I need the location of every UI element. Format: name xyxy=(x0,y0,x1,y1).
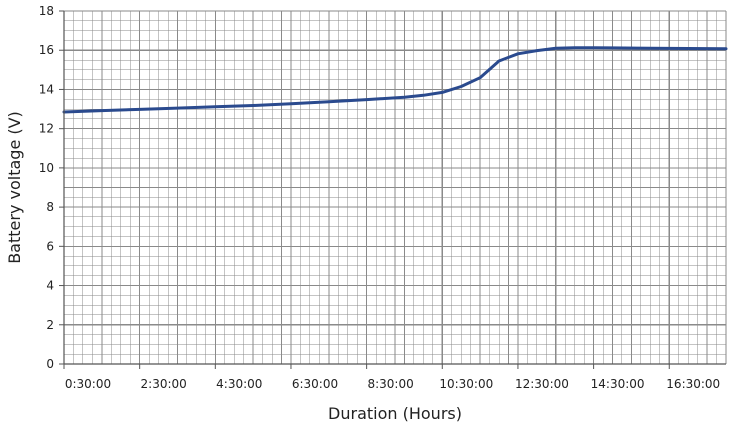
x-tick-label: 12:30:00 xyxy=(515,377,569,391)
y-tick-label: 8 xyxy=(46,200,54,214)
y-tick-labels: 0 2 4 6 8 10 12 14 16 18 xyxy=(39,4,54,371)
series-point xyxy=(725,47,727,50)
series-point xyxy=(252,104,254,107)
series-point xyxy=(101,109,103,112)
y-tick-label: 4 xyxy=(46,279,54,293)
series-point xyxy=(592,46,595,49)
x-axis-title: Duration (Hours) xyxy=(328,404,462,423)
x-tick-label: 16:30:00 xyxy=(666,377,720,391)
x-tick-labels: 0:30:00 2:30:00 4:30:00 6:30:00 8:30:00 10:30… xyxy=(65,377,720,391)
y-tick-label: 0 xyxy=(46,357,54,371)
series-point xyxy=(687,47,689,50)
series-point xyxy=(479,76,481,79)
y-tick-label: 2 xyxy=(46,318,54,332)
series-point xyxy=(214,105,217,108)
series-point xyxy=(649,47,652,50)
series-point xyxy=(441,91,444,94)
series-point xyxy=(573,46,576,49)
y-tick-label: 14 xyxy=(39,82,54,96)
series-point xyxy=(536,49,538,52)
x-tick-label: 4:30:00 xyxy=(216,377,262,391)
y-tick-label: 18 xyxy=(39,4,54,18)
series-point xyxy=(422,94,425,97)
series-point xyxy=(138,108,141,111)
axes xyxy=(59,10,726,369)
minor-gridlines xyxy=(64,11,727,364)
y-tick-label: 16 xyxy=(39,43,54,57)
series-point xyxy=(498,60,500,62)
series-point xyxy=(460,85,463,88)
series-point xyxy=(328,100,330,103)
series-line-0 xyxy=(62,46,728,114)
x-tick-label: 2:30:00 xyxy=(141,377,187,391)
series-point xyxy=(176,107,179,109)
series-point xyxy=(290,102,292,105)
series-point xyxy=(554,47,557,50)
series-point xyxy=(365,98,368,101)
y-axis-title: Battery voltage (V) xyxy=(5,111,24,264)
y-tick-label: 10 xyxy=(39,161,54,175)
x-tick-label: 6:30:00 xyxy=(292,377,338,391)
x-tick-label: 10:30:00 xyxy=(439,377,493,391)
series-point xyxy=(611,47,614,49)
x-tick-label: 8:30:00 xyxy=(367,377,413,391)
series-point xyxy=(517,52,519,55)
plot-series xyxy=(62,46,728,114)
x-tick-label: 14:30:00 xyxy=(591,377,645,391)
y-tick-label: 6 xyxy=(46,239,54,253)
major-gridlines xyxy=(63,10,726,365)
series-point xyxy=(403,96,406,99)
x-tick-label: 0:30:00 xyxy=(65,377,111,391)
y-tick-label: 12 xyxy=(39,122,54,136)
